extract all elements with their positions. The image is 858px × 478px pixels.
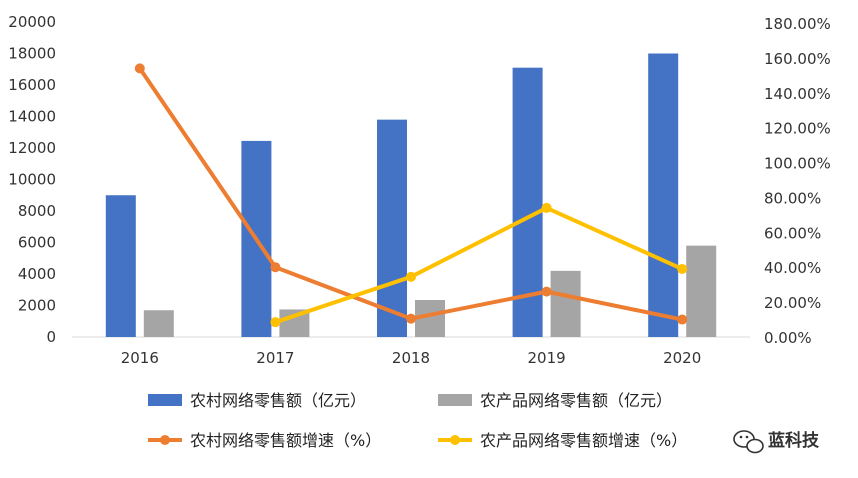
wechat-icon [733,430,764,454]
category-label: 2016 [121,349,159,367]
category-label: 2020 [663,349,701,367]
data-point [541,202,552,213]
left-tick-label: 12000 [8,139,56,157]
left-tick-label: 0 [46,328,56,346]
right-tick-label: 40.00% [764,259,821,277]
bar [143,310,174,337]
right-tick-label: 80.00% [764,189,821,207]
category-label: 2018 [392,349,430,367]
data-point [406,313,416,324]
legend: 农村网络零售额（亿元） 农产品网络零售额（亿元） 农村网络零售额增速（%） 农产品网络… [148,391,687,450]
bar [377,119,407,338]
data-point [406,271,416,282]
left-tick-label: 20000 [8,13,56,31]
data-point [677,263,688,274]
right-tick-label: 160.00% [764,50,831,68]
legend-swatch [438,394,472,406]
legend-marker [450,435,460,445]
left-tick-label: 6000 [18,234,56,252]
legend-label: 农产品网络零售额（亿元） [480,391,672,410]
left-tick-label: 14000 [8,108,56,126]
bar [648,53,679,337]
right-tick-label: 140.00% [764,85,831,103]
watermark: 蓝科技 [733,430,820,454]
left-tick-label: 18000 [8,45,56,63]
right-tick-label: 120.00% [764,120,831,138]
data-point [270,262,281,273]
bar [105,195,136,337]
line-series [134,63,688,328]
right-tick-label: 0.00% [764,329,812,347]
data-point [541,286,552,297]
legend-marker [160,435,170,445]
right-axis-ticks: 0.00% 20.00% 40.00% 60.00% 80.00% 100.00% 120.… [764,15,831,347]
right-tick-label: 100.00% [764,155,831,173]
bar [550,270,581,337]
left-axis-ticks: 0 2000 4000 6000 8000 10000 12000 14000 16000 180… [8,13,56,346]
left-tick-label: 16000 [8,76,56,94]
left-tick-label: 8000 [18,202,56,220]
right-tick-label: 180.00% [764,15,831,33]
category-label: 2017 [256,349,294,367]
bar [686,245,717,337]
right-tick-label: 60.00% [764,224,821,242]
data-point [134,63,145,74]
series-line [273,205,685,325]
category-label: 2019 [528,349,566,367]
legend-swatch [148,394,182,406]
right-tick-label: 20.00% [764,294,821,312]
data-point [677,314,688,325]
legend-label: 农产品网络零售额增速（%） [480,431,687,450]
left-tick-label: 4000 [18,265,56,283]
left-tick-label: 2000 [18,297,56,315]
watermark-text: 蓝科技 [768,430,820,451]
x-axis-ticks: 2016 2017 2018 2019 2020 [121,349,702,367]
data-point [270,317,281,328]
left-tick-label: 10000 [8,171,56,189]
legend-label: 农村网络零售额增速（%） [190,431,381,450]
legend-label: 农村网络零售额（亿元） [190,391,366,410]
